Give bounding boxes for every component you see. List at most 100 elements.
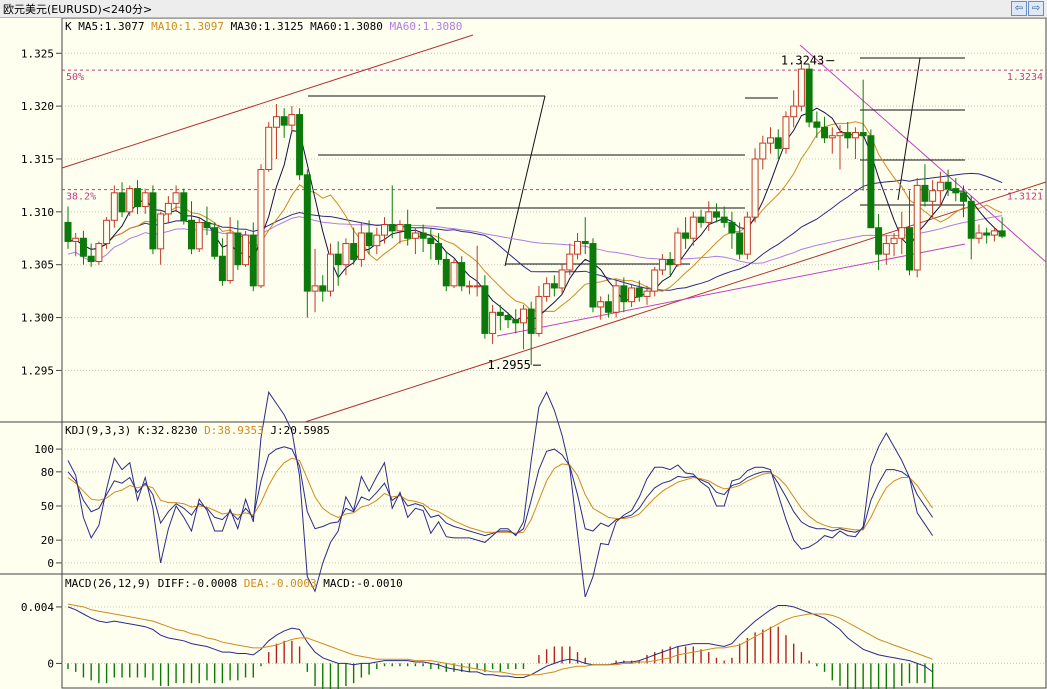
candle-body [736, 232, 744, 255]
candle-body [396, 224, 404, 232]
candle-body [319, 285, 327, 292]
price-legend-item: MA30:1.3125 [224, 20, 303, 33]
kdj-panel-frame [61, 421, 1047, 575]
trendline [799, 44, 1047, 263]
candle-body [890, 237, 898, 245]
candle-body [373, 234, 381, 247]
candle-body [342, 243, 350, 266]
window-titlebar: 欧元美元(EURUSD)<240分> ⇦ ⇨ [0, 0, 1047, 18]
candle-body [257, 169, 265, 287]
candle-body [774, 137, 782, 149]
candle-body [126, 188, 134, 213]
candle-body [960, 192, 968, 202]
candle-body [767, 137, 775, 144]
candle-body [682, 232, 690, 239]
kdj-legend: KDJ(9,3,3) K:32.8230 D:38.9353 J:20.5985 [65, 424, 330, 437]
macd-panel-frame [61, 573, 1047, 689]
candle-body [311, 285, 319, 292]
candle-body [504, 314, 512, 321]
candle-body [620, 285, 628, 303]
candle-body [496, 311, 504, 316]
trendline [897, 57, 921, 201]
candle-body [87, 255, 95, 263]
candle-body [983, 232, 991, 236]
candle-body [427, 237, 435, 245]
candle-body [929, 190, 937, 202]
candle-body [458, 262, 466, 287]
candle-body [527, 308, 535, 334]
candle-body [944, 181, 952, 190]
candle-body [365, 232, 373, 247]
candle-body [149, 192, 157, 250]
candle-body [172, 192, 180, 204]
trendline [496, 243, 966, 337]
candle-body [674, 232, 682, 266]
candle-body [975, 232, 983, 239]
macd-legend: MACD(26,12,9) DIFF:-0.0008 DEA:-0.0003 M… [65, 577, 403, 590]
candle-body [759, 142, 767, 160]
candle-body [303, 174, 311, 292]
candle-body [535, 295, 543, 334]
candle-body [489, 311, 497, 334]
candle-body [728, 221, 736, 234]
kdj-legend-item: KDJ(9,3,3) [65, 424, 131, 437]
macd-dea-line [67, 603, 933, 676]
candle-body [388, 224, 396, 232]
candle-body [666, 258, 674, 266]
grid-lines [62, 52, 1046, 664]
candle-body [543, 283, 551, 297]
trendline [504, 95, 546, 267]
candle-body [905, 227, 913, 271]
candle-body [211, 227, 219, 257]
candle-body [79, 237, 87, 257]
candle-body [813, 121, 821, 128]
candle-body [705, 211, 713, 223]
candle-body [296, 114, 304, 176]
candle-body [998, 230, 1006, 237]
candle-body [751, 158, 759, 218]
candle-body [743, 216, 751, 255]
candle-body [195, 221, 203, 250]
candle-body [898, 227, 906, 239]
price-y-tick-label: 1.310 [21, 206, 54, 219]
macd-legend-item: DIFF:-0.0008 [151, 577, 237, 590]
price-annotation: 1.2955 [488, 358, 531, 372]
candle-body [604, 301, 612, 313]
candle-body [875, 227, 883, 255]
price-y-tick-label: 1.300 [21, 312, 54, 325]
candle-body [797, 68, 805, 107]
kdj-y-tick-label: 80 [41, 466, 54, 479]
candle-body [581, 240, 589, 245]
price-legend-item: MA60:1.3080 [383, 20, 462, 33]
price-legend-item: MA60:1.3080 [303, 20, 382, 33]
axis-labels: 1.325 1.320 1.315 1.310 1.305 1.300 1.295 100 80… [21, 47, 835, 670]
fib-price-label: 1.3234 [1007, 72, 1043, 83]
candle-body [836, 132, 844, 137]
candle-body [226, 232, 234, 282]
price-legend-item: MA5:1.3077 [72, 20, 145, 33]
candle-body [821, 126, 829, 139]
kdj-legend-item: K:32.8230 [131, 424, 197, 437]
ma60-line [67, 215, 1003, 264]
candle-body [481, 285, 489, 334]
price-y-tick-label: 1.325 [21, 47, 54, 60]
kdj-y-tick-label: 20 [41, 534, 54, 547]
candle-body [658, 258, 666, 271]
candle-body [334, 253, 342, 266]
candle-body [651, 269, 659, 292]
candle-body [218, 255, 226, 282]
next-arrow-button[interactable]: ⇨ [1028, 1, 1044, 16]
chart-canvas[interactable]: 50% 1.3234 38.2% 1.3121 1.325 1.320 1.315 1.31… [0, 18, 1047, 689]
candle-body [419, 232, 427, 239]
indicator-lines [67, 107, 1003, 689]
legends: K MA5:1.3077 MA10:1.3097 MA30:1.3125 MA6… [65, 20, 462, 590]
macd-legend-item: DEA:-0.0003 [237, 577, 316, 590]
candle-body [828, 135, 836, 139]
trendline [61, 34, 474, 169]
candle-body [357, 232, 365, 260]
candle-body [913, 184, 921, 271]
prev-arrow-button[interactable]: ⇦ [1011, 1, 1027, 16]
candle-body [103, 219, 111, 245]
kdj-k-line [67, 446, 934, 537]
price-annotation: 1.3243 [781, 54, 824, 68]
